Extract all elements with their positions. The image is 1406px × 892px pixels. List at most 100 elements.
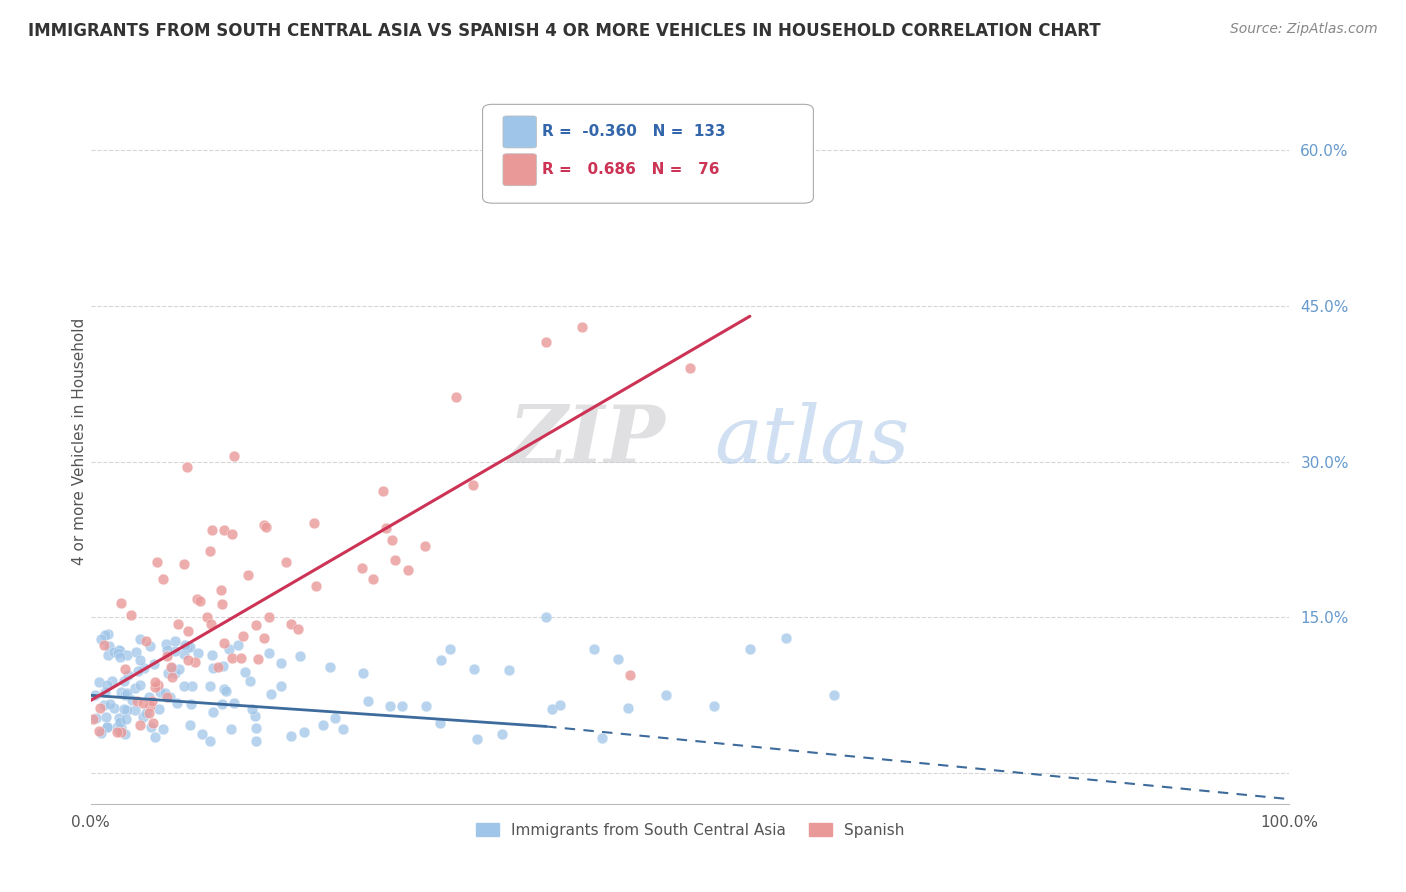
Immigrants from South Central Asia — [155, 637, 177, 651]
Spanish — [302, 516, 325, 531]
Spanish — [201, 523, 224, 537]
Immigrants from South Central Asia — [110, 714, 132, 729]
Spanish — [160, 670, 183, 684]
Immigrants from South Central Asia — [617, 700, 640, 714]
Spanish — [152, 572, 174, 586]
Spanish — [214, 636, 236, 650]
Immigrants from South Central Asia — [100, 698, 122, 712]
Immigrants from South Central Asia — [174, 639, 197, 653]
Spanish — [82, 712, 104, 726]
Immigrants from South Central Asia — [280, 729, 302, 743]
Immigrants from South Central Asia — [143, 657, 166, 671]
Spanish — [89, 701, 111, 715]
Immigrants from South Central Asia — [222, 696, 245, 710]
Immigrants from South Central Asia — [141, 720, 163, 734]
Immigrants from South Central Asia — [332, 723, 354, 737]
Immigrants from South Central Asia — [132, 710, 155, 724]
Spanish — [413, 539, 436, 553]
Immigrants from South Central Asia — [187, 646, 209, 660]
FancyBboxPatch shape — [503, 153, 537, 186]
Immigrants from South Central Asia — [498, 663, 520, 677]
Immigrants from South Central Asia — [582, 641, 605, 656]
Immigrants from South Central Asia — [108, 650, 131, 665]
Immigrants from South Central Asia — [94, 685, 117, 699]
Text: Source: ZipAtlas.com: Source: ZipAtlas.com — [1230, 22, 1378, 37]
Immigrants from South Central Asia — [703, 698, 725, 713]
Immigrants from South Central Asia — [270, 680, 292, 694]
Spanish — [352, 561, 374, 575]
Immigrants from South Central Asia — [198, 679, 221, 693]
Immigrants from South Central Asia — [148, 701, 170, 715]
Spanish — [148, 678, 170, 692]
Immigrants from South Central Asia — [90, 632, 112, 646]
Immigrants from South Central Asia — [124, 681, 146, 695]
Spanish — [444, 390, 467, 404]
Immigrants from South Central Asia — [96, 720, 118, 734]
Immigrants from South Central Asia — [202, 706, 225, 720]
Immigrants from South Central Asia — [165, 634, 187, 648]
Immigrants from South Central Asia — [135, 706, 157, 721]
Immigrants from South Central Asia — [319, 660, 342, 674]
Immigrants from South Central Asia — [243, 709, 266, 723]
Spanish — [177, 624, 200, 638]
Immigrants from South Central Asia — [391, 698, 413, 713]
Immigrants from South Central Asia — [212, 659, 235, 673]
Spanish — [231, 650, 253, 665]
Text: R =  -0.360   N =  133: R = -0.360 N = 133 — [543, 125, 725, 139]
Spanish — [143, 674, 166, 689]
Immigrants from South Central Asia — [181, 679, 204, 693]
Spanish — [247, 651, 270, 665]
Immigrants from South Central Asia — [201, 648, 224, 663]
Immigrants from South Central Asia — [173, 679, 195, 693]
Immigrants from South Central Asia — [312, 718, 335, 732]
Immigrants from South Central Asia — [239, 674, 262, 689]
Spanish — [198, 544, 221, 558]
Immigrants from South Central Asia — [380, 698, 402, 713]
Spanish — [280, 617, 302, 632]
Immigrants from South Central Asia — [218, 642, 240, 657]
Immigrants from South Central Asia — [105, 720, 128, 734]
Immigrants from South Central Asia — [107, 643, 129, 657]
Immigrants from South Central Asia — [129, 652, 152, 666]
Spanish — [221, 651, 243, 665]
Immigrants from South Central Asia — [173, 648, 195, 662]
Immigrants from South Central Asia — [107, 710, 129, 724]
Immigrants from South Central Asia — [159, 690, 181, 705]
Spanish — [236, 567, 259, 582]
Immigrants from South Central Asia — [93, 698, 115, 713]
Spanish — [138, 706, 160, 720]
Spanish — [135, 634, 157, 648]
Immigrants from South Central Asia — [288, 649, 311, 664]
Immigrants from South Central Asia — [114, 689, 136, 703]
Legend: Immigrants from South Central Asia, Spanish: Immigrants from South Central Asia, Span… — [470, 817, 910, 844]
Spanish — [143, 680, 166, 694]
Immigrants from South Central Asia — [163, 665, 186, 680]
Immigrants from South Central Asia — [738, 641, 761, 656]
Spanish — [375, 521, 398, 535]
Immigrants from South Central Asia — [143, 730, 166, 744]
Spanish — [461, 478, 484, 492]
Immigrants from South Central Asia — [114, 712, 136, 726]
Spanish — [396, 563, 419, 577]
FancyBboxPatch shape — [503, 116, 537, 148]
Spanish — [305, 579, 328, 593]
Immigrants from South Central Asia — [179, 718, 201, 732]
Text: atlas: atlas — [714, 402, 910, 480]
Immigrants from South Central Asia — [90, 725, 112, 739]
Spanish — [186, 592, 208, 607]
Immigrants from South Central Asia — [96, 678, 118, 692]
Spanish — [177, 653, 200, 667]
Immigrants from South Central Asia — [132, 661, 155, 675]
Immigrants from South Central Asia — [292, 725, 315, 739]
Immigrants from South Central Asia — [357, 694, 380, 708]
Spanish — [371, 484, 394, 499]
Immigrants from South Central Asia — [117, 667, 139, 681]
Spanish — [110, 596, 132, 610]
Immigrants from South Central Asia — [124, 702, 146, 716]
Immigrants from South Central Asia — [215, 684, 238, 698]
Immigrants from South Central Asia — [117, 703, 139, 717]
Immigrants from South Central Asia — [257, 646, 280, 660]
Spanish — [132, 696, 155, 710]
Spanish — [93, 638, 115, 652]
Immigrants from South Central Asia — [125, 645, 148, 659]
